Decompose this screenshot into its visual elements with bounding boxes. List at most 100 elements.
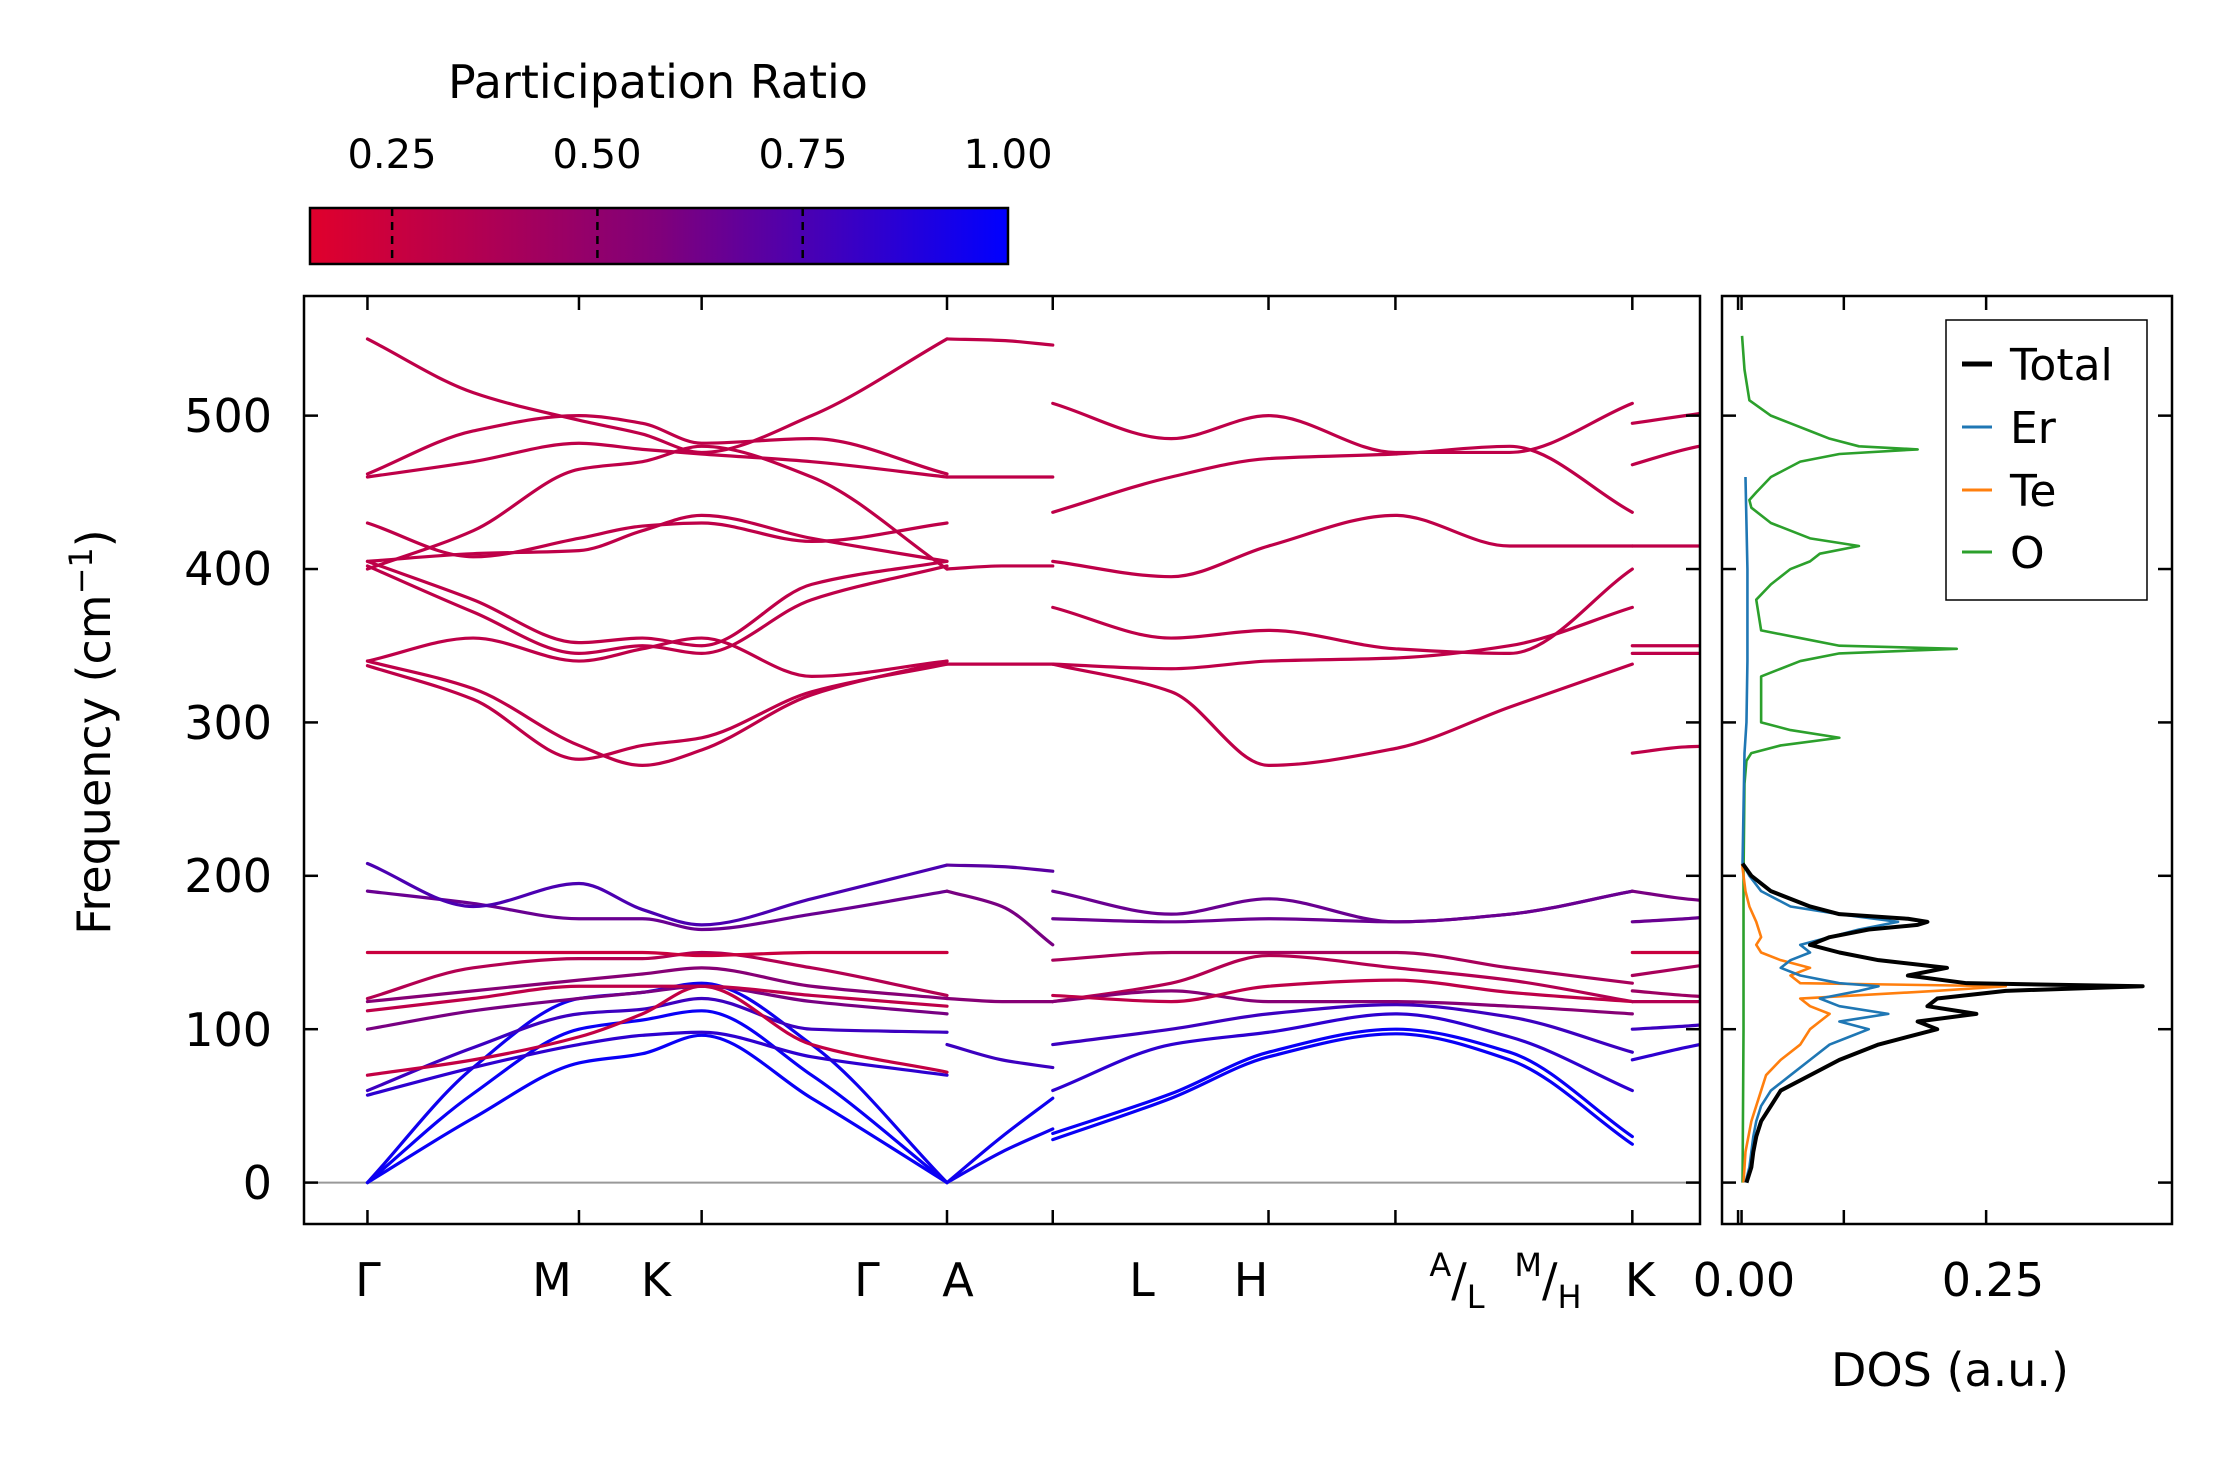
band-line	[1051, 1012, 1634, 1093]
band-line	[945, 1127, 1055, 1185]
band-line	[1051, 953, 1634, 1004]
x-tick-label-gamma: Γ	[355, 1253, 381, 1307]
legend-entry-total: Total	[1962, 340, 2113, 391]
band-line	[945, 1096, 1055, 1185]
dos-lines	[1740, 335, 2145, 1184]
band-line	[945, 863, 1055, 873]
band-line	[365, 521, 949, 559]
colorbar-tick-label: 1.00	[963, 132, 1052, 178]
x-tick-label-k: K	[641, 1253, 673, 1307]
band-line	[1051, 605, 1634, 671]
band-line	[1051, 444, 1634, 514]
band-line	[365, 984, 949, 1031]
x-tick-label-m: M	[532, 1253, 572, 1307]
y-tick-label: 500	[184, 389, 272, 443]
legend-label-o: O	[2010, 528, 2045, 579]
band-line	[1051, 889, 1634, 924]
dos-series-te	[1740, 863, 2007, 1183]
band-line	[1051, 950, 1634, 985]
colorbar-tick-label: 0.50	[552, 132, 641, 178]
x-tick-labels: Γ M K Γ A L H A/L M/H K	[355, 1246, 1657, 1316]
band-line	[365, 950, 949, 1001]
band-line	[1051, 1027, 1634, 1139]
band-line	[365, 659, 949, 767]
band-line	[1630, 411, 1700, 425]
band-line	[365, 984, 949, 1077]
y-tick-label: 400	[184, 542, 272, 596]
dos-x-axis-title: DOS (a.u.)	[1831, 1343, 2069, 1397]
colorbar-tick-label: 0.75	[758, 132, 847, 178]
band-line	[945, 1042, 1055, 1070]
band-line	[1051, 662, 1634, 767]
band-line	[1630, 989, 1700, 999]
x-tick-label-l: L	[1129, 1253, 1155, 1307]
dos-frame	[1720, 294, 2174, 1226]
band-line	[1630, 1023, 1700, 1031]
band-line	[365, 564, 949, 656]
legend-entry-er: Er	[1962, 403, 2057, 454]
dispersion-ticks	[304, 296, 1846, 1224]
legend: Total Er Te O	[1945, 319, 2148, 601]
x-tick-label-k: K	[1625, 1253, 1657, 1307]
band-line	[945, 337, 1055, 347]
dos-series-o	[1740, 335, 1959, 1183]
band-line	[1051, 513, 1634, 579]
band-line	[1051, 1032, 1634, 1146]
colorbar-tick-label: 0.25	[347, 132, 436, 178]
band-line	[1051, 401, 1634, 455]
band-line	[365, 441, 949, 479]
band-line	[365, 444, 949, 571]
band-line	[1630, 1042, 1700, 1062]
x-tick-label-a-over-l: A/L	[1429, 1246, 1484, 1316]
legend-entry-te: Te	[1962, 466, 2056, 517]
band-line	[365, 889, 949, 932]
y-tick-label: 0	[243, 1156, 272, 1210]
y-tick-labels: 0 100 200 300 400 500	[184, 389, 272, 1210]
band-line	[1051, 1003, 1634, 1054]
x-tick-label-h: H	[1234, 1253, 1269, 1307]
dos-x-tick-label: 0.00	[1693, 1253, 1795, 1307]
band-line	[1630, 964, 1700, 978]
dispersion-panel: 0 100 200 300 400 500 Frequency (cm−1) Γ…	[62, 294, 1846, 1316]
band-line	[1630, 444, 1700, 467]
colorbar-tick-labels: 0.25 0.50 0.75 1.00	[347, 132, 1052, 178]
colorbar-gradient	[308, 206, 1010, 266]
band-line	[1051, 978, 1634, 1004]
band-line	[365, 559, 949, 648]
colorbar-ticks	[390, 208, 804, 264]
dos-panel: 0.00 0.25 DOS (a.u.) Total Er Te O	[1693, 294, 2174, 1397]
band-lines	[365, 337, 1700, 1185]
colorbar-title: Participation Ratio	[448, 55, 868, 109]
dos-ticks	[1722, 296, 2172, 1224]
legend-entry-o: O	[1962, 528, 2045, 579]
x-tick-label-gamma: Γ	[854, 1253, 880, 1307]
legend-label-total: Total	[2009, 340, 2113, 391]
band-line	[365, 636, 949, 679]
band-line	[365, 966, 949, 1004]
y-tick-label: 200	[184, 849, 272, 903]
band-line	[365, 950, 949, 958]
band-line	[365, 984, 949, 1013]
band-line	[365, 337, 949, 455]
band-line	[365, 1030, 949, 1097]
band-line	[1630, 915, 1700, 924]
legend-label-te: Te	[2009, 466, 2056, 517]
band-line	[365, 662, 949, 761]
x-tick-label-m-over-h: M/H	[1514, 1246, 1581, 1316]
band-line	[365, 414, 949, 476]
y-tick-label: 100	[184, 1003, 272, 1057]
band-line	[945, 564, 1055, 571]
colorbar: Participation Ratio 0.25 0.50 0.75 1.00	[308, 55, 1053, 266]
band-line	[1630, 744, 1700, 755]
band-line	[945, 996, 1055, 1004]
legend-label-er: Er	[2010, 403, 2057, 454]
dispersion-frame	[302, 294, 1702, 1226]
dos-x-tick-label: 0.25	[1942, 1253, 2044, 1307]
band-line	[365, 1009, 949, 1185]
band-line	[945, 889, 1055, 947]
band-line	[1051, 989, 1634, 1016]
band-line	[1051, 567, 1634, 656]
band-line	[1630, 889, 1700, 902]
